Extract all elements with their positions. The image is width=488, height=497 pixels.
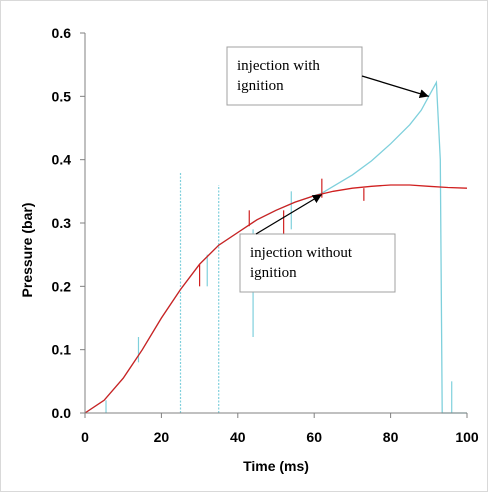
x-tick-label: 40	[230, 429, 246, 445]
y-tick-label: 0.5	[52, 88, 72, 104]
x-tick-label: 100	[455, 429, 479, 445]
y-tick-label: 0.1	[52, 342, 72, 358]
y-tick-label: 0.0	[52, 405, 72, 421]
annotation-text-2: ignition	[250, 265, 297, 281]
y-tick-label: 0.4	[52, 152, 72, 168]
ticks-layer: 0 20 40 60 80 100 0.0 0.1 0.2 0.3 0.4 0.5 0.6	[52, 25, 479, 445]
annotation-text-2: injection without	[250, 245, 353, 261]
annotation-box-2	[239, 233, 396, 293]
y-tick-label: 0.2	[52, 278, 72, 294]
y-tick-label: 0.6	[52, 25, 72, 41]
annotation-text-1: injection with	[237, 58, 320, 74]
annotation-arrow-2	[255, 193, 323, 235]
y-axis-label: Pressure (bar)	[19, 203, 35, 298]
x-tick-label: 0	[81, 429, 89, 445]
series-line-2	[84, 184, 468, 414]
y-tick-label: 0.3	[52, 215, 72, 231]
x-axis-label: Time (ms)	[243, 458, 309, 474]
x-tick-label: 80	[383, 429, 399, 445]
annotation-arrow-1	[361, 75, 429, 99]
annotation-layer: injection with ignition injection without i…	[226, 46, 429, 293]
annotation-text-1: ignition	[237, 78, 284, 94]
x-tick-label: 20	[154, 429, 170, 445]
x-tick-label: 60	[306, 429, 322, 445]
annotation-box-1	[226, 46, 363, 106]
